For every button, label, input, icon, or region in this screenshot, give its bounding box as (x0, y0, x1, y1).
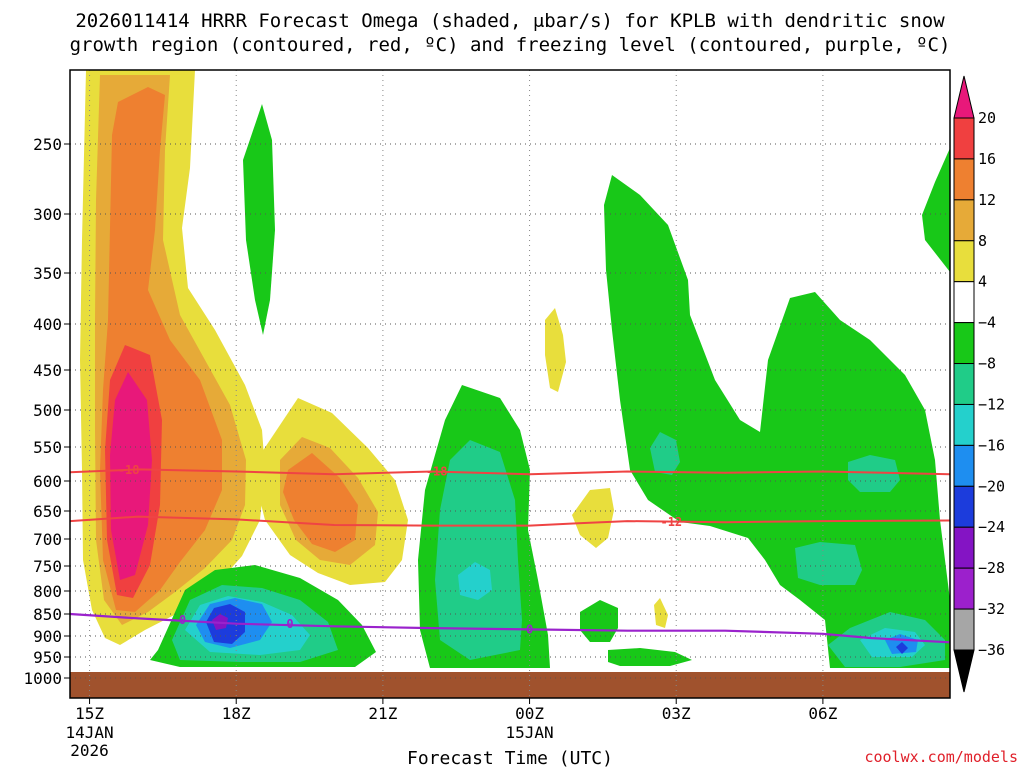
y-tick-label: 650 (33, 502, 62, 521)
colorbar-label: −4 (978, 314, 996, 332)
y-tick-label: 350 (33, 264, 62, 283)
y-tick-label: 400 (33, 315, 62, 334)
colorbar-bin (953, 608, 975, 651)
y-tick-label: 300 (33, 205, 62, 224)
x-tick-label: 06Z (808, 704, 837, 723)
freezing-label-0-b: 0 (286, 617, 293, 631)
x-tick-label: 03Z (662, 704, 691, 723)
colorbar-label: −24 (978, 518, 1005, 536)
colorbar-bin (953, 567, 975, 610)
freezing-level-contour (69, 612, 951, 644)
omega-minus4-to-minus8-right-region (604, 175, 950, 668)
colorbar-bin (953, 281, 975, 324)
grid-lines (70, 70, 950, 698)
colorbar-label: 8 (978, 232, 987, 250)
y-tick-label: 250 (33, 135, 62, 154)
y-tick-label: 700 (33, 530, 62, 549)
x-tick-label: 00Z (515, 704, 544, 723)
colorbar-label: 12 (978, 191, 996, 209)
omega-12-to-16-region-second (283, 453, 358, 552)
y-tick-label: 1000 (23, 669, 62, 688)
colorbar-label: −36 (978, 641, 1005, 659)
colorbar-bottom-triangle (953, 649, 975, 693)
colorbar-label: −20 (978, 477, 1005, 495)
plot-frame (69, 69, 951, 699)
colorbar-bin (953, 322, 975, 365)
freezing-label-0-a: 0 (179, 613, 186, 627)
omega-4-to-8-blob-upper (545, 308, 566, 392)
credit-text: coolwx.com/models (864, 748, 1018, 766)
y-tick-label: 450 (33, 361, 62, 380)
colorbar-label: −8 (978, 355, 996, 373)
y-tick-label: 550 (33, 438, 62, 457)
omega-4-to-8-blob-low (654, 598, 668, 628)
y-tick-label: 600 (33, 472, 62, 491)
colorbar-label: −16 (978, 436, 1005, 454)
colorbar-label: 16 (978, 150, 996, 168)
colorbar-label: −12 (978, 395, 1005, 413)
colorbar-bin (953, 158, 975, 201)
dgz-label-minus12: -12 (660, 515, 682, 529)
x-tick-date: 14JAN (65, 723, 113, 742)
omega-above-20-core (110, 372, 152, 580)
y-tick-label: 750 (33, 557, 62, 576)
x-tick-label: 15Z (75, 704, 104, 723)
ground-below-surface (70, 672, 950, 698)
omega-4-to-8-blob-mid (572, 488, 614, 548)
x-axis-label: Forecast Time (UTC) (407, 748, 613, 768)
colorbar-label: −28 (978, 559, 1005, 577)
colorbar-bin (953, 240, 975, 283)
colorbar-bin (953, 526, 975, 569)
y-tick-label: 800 (33, 582, 62, 601)
y-tick-label: 900 (33, 627, 62, 646)
colorbar-bin (953, 117, 975, 160)
chart-title-line-2: growth region (contoured, red, ºC) and f… (70, 34, 951, 56)
y-tick-label: 500 (33, 401, 62, 420)
colorbar-bin (953, 199, 975, 242)
x-tick-label: 21Z (368, 704, 397, 723)
y-tick-label: 850 (33, 605, 62, 624)
omega-minus8-to-minus12-right-spot (650, 432, 680, 475)
colorbar-top-triangle (953, 75, 975, 119)
x-tick-label: 18Z (222, 704, 251, 723)
colorbar-bin (953, 403, 975, 446)
omega-shaded-field (80, 70, 950, 668)
dgz-minus18-contour (69, 468, 951, 476)
omega-minus20-to-minus24-bottom-right (896, 642, 908, 654)
omega-minus4-to-minus8-far-right-top (922, 148, 950, 272)
omega-minus8-to-minus12-mid (435, 440, 522, 660)
y-axis-pressure-ticks: 250 300 350 400 450 500 550 600 650 700 750 800 850 9… (23, 135, 70, 688)
omega-minus12-to-minus16-mid (458, 562, 492, 600)
colorbar-label: 20 (978, 109, 996, 127)
colorbar-label: 4 (978, 273, 987, 291)
omega-minus8-to-minus12-right-lower (795, 542, 862, 585)
y-tick-label: 950 (33, 648, 62, 667)
colorbar-bin (953, 485, 975, 528)
freezing-label-0-c: 0 (526, 622, 533, 636)
omega-minus4-to-minus8-upper-streak (243, 104, 275, 335)
dgz-minus12-contour (69, 515, 951, 527)
colorbar-label: −32 (978, 600, 1005, 618)
ground-strip (70, 672, 950, 698)
contour-lines: -18 -18 -12 0 0 0 (69, 463, 951, 644)
colorbar: 20 16 12 8 4 −4 −8 −12 −16 −20 −24 −28 −32 −36 (953, 75, 1005, 693)
x-tick-year: 2026 (70, 741, 109, 760)
colorbar-bin (953, 363, 975, 405)
colorbar-bin (953, 444, 975, 487)
dgz-label-minus18-a: -18 (118, 463, 140, 477)
x-tick-date: 15JAN (505, 723, 553, 742)
dgz-label-minus18-b: -18 (426, 464, 448, 478)
chart-title-line-1: 2026011414 HRRR Forecast Omega (shaded, … (75, 10, 945, 32)
